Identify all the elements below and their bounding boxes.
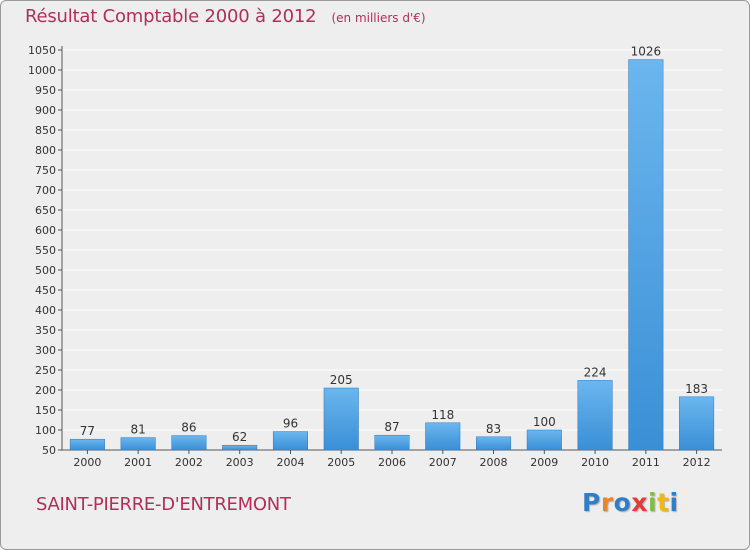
data-label-2010: 224 [584,365,607,379]
data-label-2001: 81 [131,423,146,437]
y-tick-label: 750 [35,164,56,177]
bar-2005 [323,387,359,451]
x-tick-label-2001: 2001 [124,456,152,469]
bar-2008 [476,436,512,451]
y-tick-label: 350 [35,324,56,337]
y-tick-label: 200 [35,384,56,397]
bar-2001 [120,437,156,451]
data-label-2009: 100 [533,415,556,429]
x-tick-label-2007: 2007 [429,456,457,469]
x-tick-label-2012: 2012 [683,456,711,469]
bar-2011 [628,59,664,451]
logo-letter: o [613,488,632,517]
data-label-2002: 86 [181,421,196,435]
logo-letter: x [631,488,648,517]
y-tick-label: 450 [35,284,56,297]
y-tick-label: 300 [35,344,56,357]
data-label-2008: 83 [486,422,501,436]
bar-2012 [679,396,715,451]
data-label-2004: 96 [283,417,298,431]
x-tick-label-2006: 2006 [378,456,406,469]
y-tick-label: 550 [35,244,56,257]
logo-letter: i [669,488,679,517]
data-label-2005: 205 [330,373,353,387]
y-tick-label: 900 [35,104,56,117]
x-tick-label-2005: 2005 [327,456,355,469]
y-tick-label: 150 [35,404,56,417]
bar-2002 [171,435,207,451]
bar-2003 [222,444,258,451]
chart-header: Résultat Comptable 2000 à 2012 (en milli… [25,6,426,27]
bar-2006 [374,434,410,451]
y-tick-label: 500 [35,264,56,277]
logo-letter: t [657,488,670,517]
chart-title: Résultat Comptable 2000 à 2012 [25,6,317,27]
data-label-2003: 62 [232,430,247,444]
bar-2009 [526,429,562,451]
logo-letter: P [582,488,601,517]
data-label-2012: 183 [685,382,708,396]
data-label-2000: 77 [80,424,95,438]
commune-name: SAINT-PIERRE-D'ENTREMONT [36,494,291,515]
logo-letter: i [648,488,658,517]
data-label-2011: 1026 [631,45,662,59]
x-tick-label-2004: 2004 [276,456,304,469]
data-label-2007: 118 [431,408,454,422]
bar-2004 [272,431,308,451]
y-tick-label: 850 [35,124,56,137]
y-tick-label: 400 [35,304,56,317]
y-tick-label: 600 [35,224,56,237]
x-tick-label-2009: 2009 [530,456,558,469]
bar-2000 [69,438,105,451]
y-tick-label: 100 [35,424,56,437]
logo-letter: r [600,488,614,517]
bar-2007 [425,422,461,451]
y-tick-label: 650 [35,204,56,217]
y-tick-label: 950 [35,84,56,97]
x-tick-label-2011: 2011 [632,456,660,469]
y-tick-label: 250 [35,364,56,377]
chart-subtitle: (en milliers d'€) [331,11,426,25]
proxiti-logo: Proxiti [582,488,679,517]
y-tick-label: 50 [42,444,56,457]
y-tick-label: 1000 [28,64,56,77]
y-tick-label: 800 [35,144,56,157]
x-tick-label-2008: 2008 [480,456,508,469]
x-tick-label-2010: 2010 [581,456,609,469]
data-label-2006: 87 [384,420,399,434]
x-tick-label-2000: 2000 [73,456,101,469]
x-tick-label-2003: 2003 [226,456,254,469]
y-tick-label: 1050 [28,44,56,57]
y-tick-label: 700 [35,184,56,197]
x-tick-label-2002: 2002 [175,456,203,469]
bar-2010 [577,380,613,451]
